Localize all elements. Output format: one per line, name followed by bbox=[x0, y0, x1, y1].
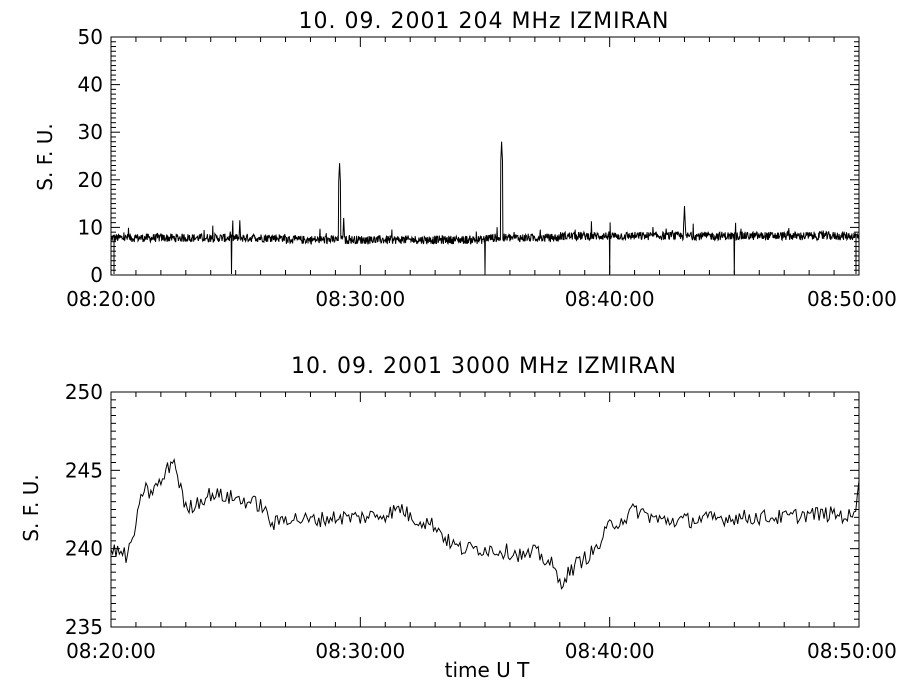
panel-204mhz: 10. 09. 2001 204 MHz IZMIRAN S. F. U. 0 1… bbox=[33, 9, 897, 311]
y-tick-label: 10 bbox=[78, 215, 103, 239]
tick-marks bbox=[110, 391, 860, 628]
x-tick-labels: 08:20:00 08:30:00 08:40:00 08:50:00 bbox=[66, 287, 897, 311]
y-tick-label: 50 bbox=[78, 25, 103, 49]
series-line-204mhz bbox=[110, 141, 860, 275]
x-tick-label: 08:40:00 bbox=[565, 639, 655, 663]
x-tick-label: 08:50:00 bbox=[807, 287, 897, 311]
y-tick-label: 30 bbox=[78, 120, 103, 144]
y-tick-label: 0 bbox=[90, 263, 103, 287]
y-tick-labels: 235 240 245 250 bbox=[65, 380, 103, 639]
x-tick-labels: 08:20:00 08:30:00 08:40:00 08:50:00 bbox=[66, 639, 897, 663]
y-tick-label: 245 bbox=[65, 458, 103, 482]
x-tick-label: 08:30:00 bbox=[315, 287, 405, 311]
y-axis-label-3000mhz: S. F. U. bbox=[19, 474, 43, 541]
x-tick-label: 08:20:00 bbox=[66, 639, 156, 663]
x-tick-label: 08:40:00 bbox=[565, 287, 655, 311]
y-tick-label: 235 bbox=[65, 615, 103, 639]
y-axis-label-204mhz: S. F. U. bbox=[33, 123, 57, 190]
chart-title-204mhz: 10. 09. 2001 204 MHz IZMIRAN bbox=[299, 9, 670, 34]
y-tick-label: 240 bbox=[65, 537, 103, 561]
plot-frame-204mhz bbox=[110, 36, 860, 276]
x-tick-label: 08:20:00 bbox=[66, 287, 156, 311]
y-tick-label: 250 bbox=[65, 380, 103, 404]
series-line-3000mhz bbox=[110, 457, 860, 590]
x-tick-label: 08:30:00 bbox=[315, 639, 405, 663]
y-tick-label: 40 bbox=[78, 73, 103, 97]
panel-3000mhz: 10. 09. 2001 3000 MHz IZMIRAN S. F. U. 2… bbox=[19, 354, 897, 682]
x-tick-label: 08:50:00 bbox=[807, 639, 897, 663]
x-axis-label: time U T bbox=[445, 658, 531, 682]
y-tick-labels: 0 10 20 30 40 50 bbox=[78, 25, 103, 287]
y-tick-label: 20 bbox=[78, 168, 103, 192]
plot-frame-3000mhz bbox=[110, 391, 860, 628]
chart-title-3000mhz: 10. 09. 2001 3000 MHz IZMIRAN bbox=[291, 354, 677, 379]
